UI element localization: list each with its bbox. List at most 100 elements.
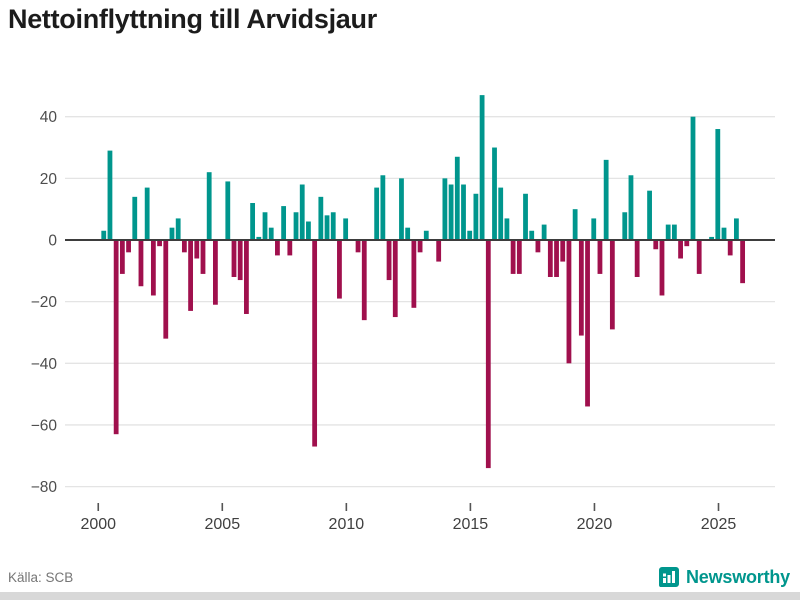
bar <box>343 218 349 240</box>
bar <box>647 190 652 240</box>
bar <box>287 240 293 256</box>
bar <box>696 240 702 274</box>
bar <box>622 212 628 240</box>
bar <box>374 187 380 240</box>
bar <box>727 240 733 256</box>
bar <box>293 212 299 240</box>
bar <box>188 240 193 311</box>
bar <box>237 240 243 281</box>
bar <box>324 215 330 240</box>
bar <box>107 150 113 240</box>
bar <box>541 224 547 240</box>
bar <box>603 159 609 240</box>
bar <box>399 178 404 240</box>
bar <box>448 184 454 240</box>
bar <box>101 230 107 240</box>
bar <box>461 184 466 240</box>
y-axis-label: −40 <box>31 356 58 373</box>
bar <box>560 240 566 262</box>
bar <box>492 147 497 240</box>
x-axis-label: 2000 <box>80 516 116 533</box>
bar <box>256 236 262 240</box>
bar <box>609 240 615 330</box>
bar <box>250 203 256 240</box>
bar <box>318 196 324 240</box>
bar <box>473 193 479 240</box>
bar <box>306 221 311 240</box>
bar <box>504 218 510 240</box>
source-caption: Källa: SCB <box>8 570 74 585</box>
bar <box>523 193 528 240</box>
y-axis-label: 20 <box>40 171 58 188</box>
bar <box>144 187 150 240</box>
x-axis-label: 2010 <box>329 516 365 533</box>
bar <box>200 240 206 274</box>
bar <box>547 240 553 277</box>
newsworthy-wordmark: Newsworthy <box>685 566 790 587</box>
bar <box>175 218 181 240</box>
bar <box>355 240 361 253</box>
bar <box>119 240 125 274</box>
bar <box>330 212 336 240</box>
bar <box>665 224 671 240</box>
bar <box>585 240 590 407</box>
bar <box>709 236 714 240</box>
bar <box>244 240 249 314</box>
bar <box>684 240 690 247</box>
bar <box>591 218 597 240</box>
y-axis-label: 40 <box>40 109 58 126</box>
x-axis-label: 2005 <box>205 516 241 533</box>
bar <box>132 196 138 240</box>
bar <box>423 230 429 240</box>
x-axis-label: 2015 <box>453 516 489 533</box>
newsworthy-icon <box>658 567 679 587</box>
bar <box>169 227 175 240</box>
bar <box>734 218 739 240</box>
bottom-strip <box>0 592 800 600</box>
x-axis-label: 2020 <box>577 516 613 533</box>
bar <box>268 227 274 240</box>
y-axis-label: −60 <box>31 417 58 434</box>
bar <box>529 230 535 240</box>
bar <box>113 240 119 435</box>
bar <box>206 172 212 240</box>
bar <box>181 240 187 253</box>
bar <box>498 187 504 240</box>
bar <box>262 212 268 240</box>
bar <box>510 240 516 274</box>
bar <box>479 95 485 241</box>
bar <box>467 230 473 240</box>
bar <box>597 240 603 274</box>
x-axis-label: 2025 <box>701 516 737 533</box>
bar <box>671 224 677 240</box>
bar <box>485 240 491 469</box>
bar <box>405 227 411 240</box>
bar <box>411 240 417 308</box>
bar <box>299 184 305 240</box>
bar <box>225 181 231 240</box>
bar <box>535 240 541 253</box>
bar <box>157 240 162 247</box>
bar <box>715 129 721 240</box>
bar <box>634 240 640 277</box>
bar <box>361 240 367 321</box>
bar <box>194 240 200 259</box>
bar <box>138 240 144 287</box>
bar <box>386 240 392 281</box>
bar <box>442 178 448 240</box>
y-axis-label: −80 <box>31 479 58 496</box>
bar <box>380 175 386 240</box>
bar <box>721 227 727 240</box>
bar <box>578 240 584 336</box>
bar <box>126 240 131 253</box>
newsworthy-logo[interactable]: Newsworthy <box>658 566 790 588</box>
bar <box>213 240 218 305</box>
bar <box>659 240 665 296</box>
bar <box>392 240 398 318</box>
bar <box>678 240 683 259</box>
y-axis-label: 0 <box>48 233 57 250</box>
y-axis-label: −20 <box>31 294 58 311</box>
bar <box>690 116 696 240</box>
bar <box>436 240 442 262</box>
bar <box>572 209 578 240</box>
